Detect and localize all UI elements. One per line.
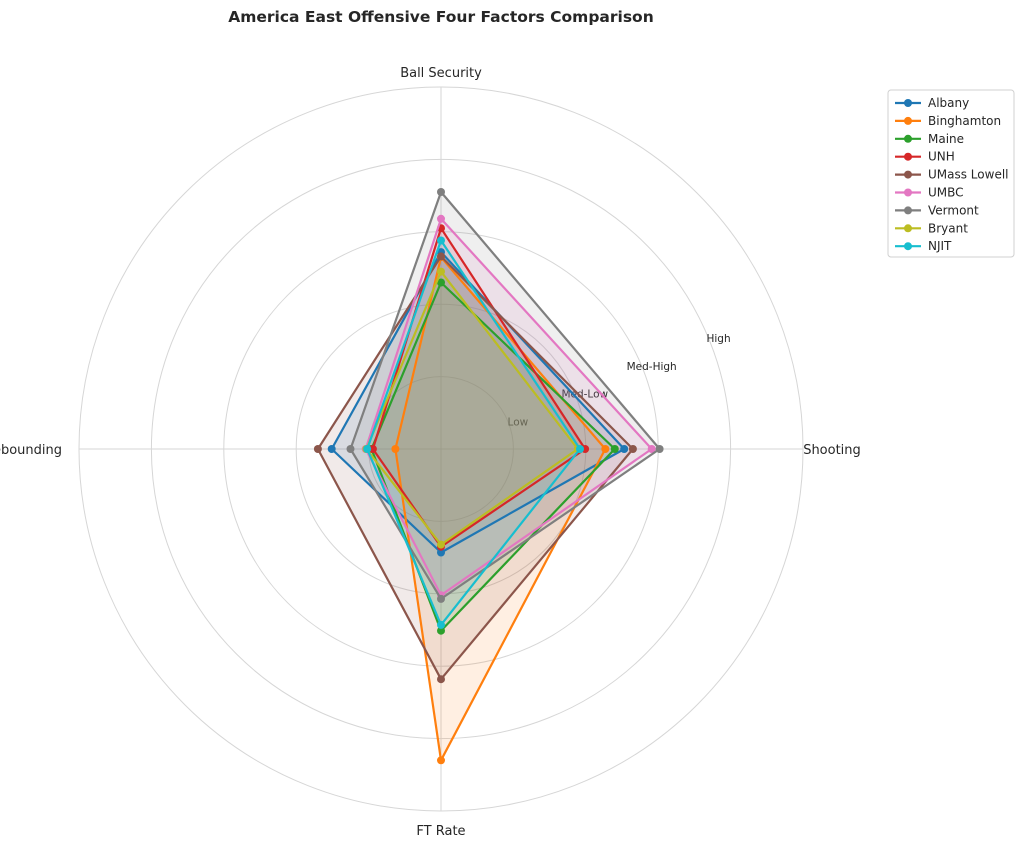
data-point-umbc [437, 214, 445, 223]
legend-item-umbc: UMBC [895, 186, 964, 200]
legend-item-maine: Maine [895, 132, 964, 146]
ring-label: Med-High [627, 361, 677, 373]
data-point-maine [437, 626, 445, 635]
data-point-umass-lowell [628, 445, 637, 453]
legend-item-umass-lowell: UMass Lowell [895, 168, 1009, 182]
legend-item-albany: Albany [895, 96, 969, 110]
legend-swatch-marker [904, 242, 912, 251]
data-point-umass-lowell [313, 445, 322, 453]
data-point-albany [620, 445, 629, 453]
axis-label-off-rebounding: Off Rebounding [0, 443, 62, 458]
axis-label-ft-rate: FT Rate [416, 824, 465, 839]
legend-label: Bryant [928, 221, 968, 235]
legend-items: Albany Binghamton Maine UNH UMass Lowell UMBC… [895, 96, 1009, 253]
data-point-njit [363, 445, 372, 453]
data-point-vermont [437, 188, 445, 196]
legend: Albany Binghamton Maine UNH UMass Lowell UMBC… [887, 89, 1015, 258]
legend-swatch-marker [904, 116, 912, 125]
series-area-bryant [366, 271, 578, 545]
legend-label: Vermont [928, 203, 979, 217]
series-vermont [346, 188, 664, 603]
series-binghamton [391, 253, 610, 765]
chart-title: America East Offensive Four Factors Comp… [228, 8, 654, 26]
data-point-umbc [647, 445, 656, 453]
legend-label: UMass Lowell [928, 168, 1009, 182]
data-point-vermont [346, 445, 355, 453]
series-area-binghamton [395, 257, 606, 761]
legend-label: Binghamton [928, 114, 1001, 128]
axis-label-shooting: Shooting [803, 443, 861, 458]
data-point-bryant [437, 267, 445, 276]
data-point-bryant [437, 540, 445, 549]
legend-swatch-marker [904, 188, 912, 197]
data-point-vermont [437, 594, 445, 603]
data-point-umass-lowell [437, 252, 445, 261]
legend-swatch-marker [904, 134, 912, 143]
axis-labels: Ball Security Shooting FT Rate Off Reboundi… [0, 66, 861, 839]
series-area-umbc [365, 218, 652, 596]
legend-label: UNH [928, 150, 955, 164]
series-fills [317, 192, 660, 761]
series-area-njit [367, 240, 580, 625]
legend-item-vermont: Vermont [895, 203, 979, 217]
legend-item-bryant: Bryant [895, 221, 968, 235]
legend-frame [887, 89, 1015, 258]
data-point-unh [368, 445, 377, 453]
legend-swatch-marker [904, 206, 912, 215]
data-point-njit [576, 445, 584, 453]
series-area-umass-lowell [317, 256, 633, 680]
data-point-umass-lowell [437, 675, 445, 684]
data-point-albany [327, 445, 336, 453]
data-point-njit [437, 620, 445, 629]
legend-item-binghamton: Binghamton [895, 114, 1001, 128]
legend-swatch-marker [904, 99, 912, 107]
ring-labels: Low Med-Low Med-High High [508, 333, 731, 428]
series-lines [313, 188, 664, 765]
legend-label: Maine [928, 132, 964, 146]
legend-swatch-marker [904, 170, 912, 179]
legend-item-njit: NJIT [895, 239, 952, 253]
data-point-vermont [655, 445, 664, 453]
data-point-njit [437, 236, 445, 245]
series-layer [313, 188, 664, 765]
ring-label: High [706, 333, 730, 345]
data-point-binghamton [437, 756, 445, 765]
ring-label: Med-Low [561, 389, 608, 401]
ring-label: Low [508, 416, 529, 428]
legend-label: UMBC [928, 186, 964, 200]
series-umass-lowell [313, 252, 637, 684]
legend-item-unh: UNH [895, 150, 955, 164]
legend-swatch-marker [904, 152, 912, 161]
legend-swatch-marker [904, 224, 912, 233]
data-point-binghamton [601, 445, 610, 453]
series-njit [363, 236, 584, 629]
legend-label: Albany [928, 96, 969, 110]
data-point-albany [437, 548, 445, 557]
data-point-maine [610, 445, 619, 453]
data-point-binghamton [391, 445, 400, 453]
data-point-maine [437, 278, 445, 287]
legend-label: NJIT [928, 239, 952, 253]
axis-label-ball-security: Ball Security [400, 66, 482, 81]
